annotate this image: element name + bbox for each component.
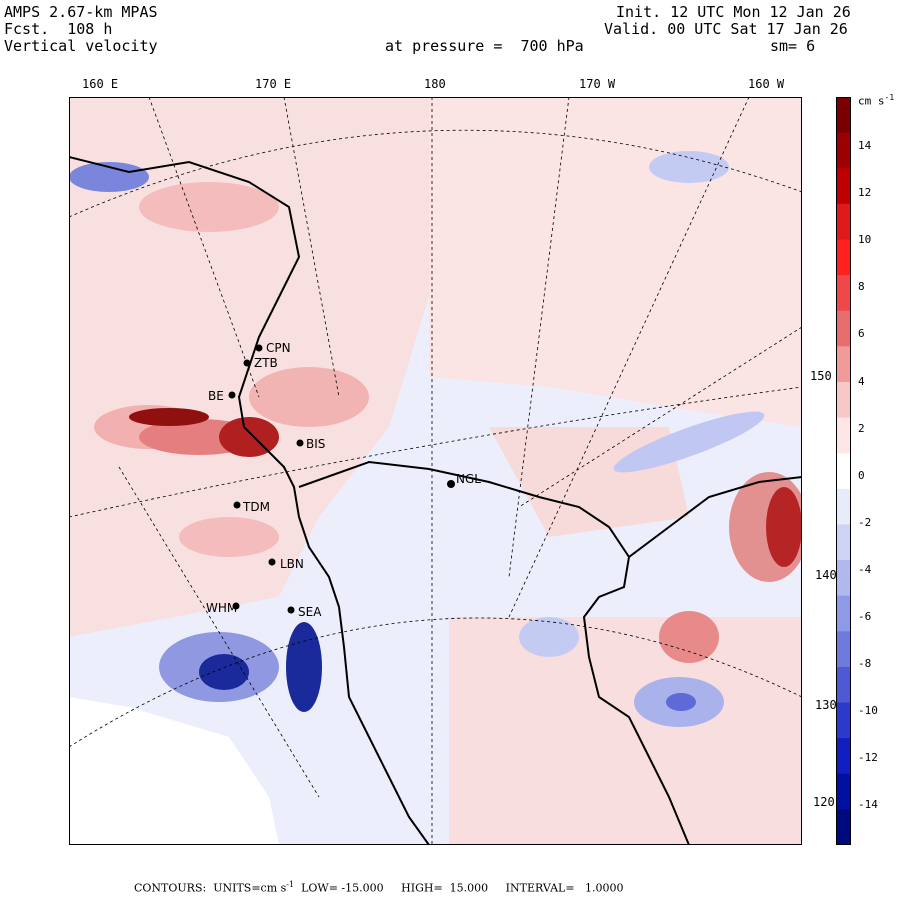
positive-region [449, 617, 802, 845]
graticule [69, 97, 802, 845]
colorbar-swatch [836, 702, 851, 739]
colorbar-unit: cm s-1 [858, 93, 895, 108]
colorbar-tick-label: 8 [858, 280, 865, 294]
colorbar-swatch [836, 275, 851, 312]
colorbar-tick-label: -12 [858, 751, 878, 765]
colorbar-swatch [836, 738, 851, 775]
colorbar-swatch [836, 488, 851, 525]
colorbar-swatch [836, 773, 851, 810]
vertical-velocity-map [69, 97, 802, 845]
colorbar-tick-label: -10 [858, 704, 878, 718]
colorbar-tick-label: -8 [858, 657, 872, 671]
forecast-hour: Fcst. 108 h [4, 20, 113, 38]
coastline [69, 156, 802, 845]
colorbar-swatch [836, 346, 851, 383]
station-tdm: TDM [243, 500, 270, 514]
colorbar-tick-label: -6 [858, 610, 872, 623]
colorbar-swatch [836, 453, 851, 490]
lon-label-170e: 170 E [255, 77, 292, 91]
positive-cell [129, 408, 209, 426]
negative-cell [199, 654, 249, 690]
colorbar-swatch [836, 560, 851, 597]
colorbar-swatch [836, 310, 851, 347]
station-ngl: NGL [456, 472, 481, 486]
positive-cell [219, 417, 279, 457]
colorbar-swatch [836, 168, 851, 205]
valid-time: Valid. 00 UTC Sat 17 Jan 26 [604, 20, 848, 38]
colorbar-frame [836, 97, 851, 845]
model-title: AMPS 2.67-km MPAS [4, 3, 158, 21]
colorbar-tick-label: -4 [858, 562, 872, 576]
colorbar-swatch [836, 595, 851, 632]
negative-cell [286, 622, 322, 712]
colorbar-swatch [836, 666, 851, 704]
station-lbn: LBN [280, 557, 304, 571]
variable-name: Vertical velocity [4, 37, 158, 55]
positive-region [429, 97, 802, 427]
station-markers [228, 344, 455, 614]
negative-region [69, 697, 279, 845]
lon-label-160e: 160 E [82, 77, 119, 91]
positive-cell [249, 367, 369, 427]
colorbar-tick-label: 2 [858, 421, 865, 435]
colorbar-swatch [836, 417, 851, 454]
lon-label-170w: 170 W [579, 77, 616, 91]
positive-cell [179, 517, 279, 557]
station-sea: SEA [298, 605, 322, 619]
negative-cell [666, 693, 696, 711]
negative-cell [69, 162, 149, 192]
colorbar-swatch [836, 631, 851, 668]
colorbar-tick-label: 0 [858, 468, 865, 482]
colorbar-tick-label: 12 [858, 186, 872, 200]
map-frame [69, 97, 802, 845]
colorbar-swatch [836, 809, 851, 845]
lon-label-160w: 160 W [748, 77, 785, 91]
colorbar-tick-label: 14 [858, 139, 872, 152]
colorbar-swatch [836, 381, 851, 419]
colorbar-swatch [836, 239, 851, 276]
station-bis: BIS [306, 437, 326, 451]
init-time: Init. 12 UTC Mon 12 Jan 26 [616, 3, 851, 21]
colorbar [836, 97, 851, 845]
negative-cell [649, 151, 729, 183]
negative-cell [613, 411, 765, 473]
smoothing-value: sm= 6 [770, 37, 816, 55]
colorbar-tick-label: -14 [858, 798, 878, 812]
colorbar-tick-label: 10 [858, 233, 872, 247]
colorbar-tick-label: 6 [858, 327, 865, 341]
colorbar-swatch [836, 132, 851, 169]
colorbar-swatch [836, 203, 851, 240]
positive-cell [659, 611, 719, 663]
station-be: BE [208, 389, 224, 403]
colorbar-tick-label: 4 [858, 374, 865, 388]
positive-cell [766, 487, 802, 567]
colorbar-swatch [836, 97, 851, 134]
colorbar-swatch [836, 524, 851, 561]
lon-label-180: 180 [424, 77, 446, 91]
positive-cell [139, 182, 279, 232]
station-ztb: ZTB [254, 356, 278, 370]
contour-info: CONTOURS: UNITS=cm s-1 LOW= -15.000 HIGH… [134, 880, 624, 895]
negative-cell [519, 617, 579, 657]
station-whm: WHM [206, 601, 238, 615]
colorbar-tick-label: -2 [858, 515, 872, 529]
station-cpn: CPN [266, 341, 291, 355]
pressure-level: at pressure = 700 hPa [385, 37, 584, 55]
